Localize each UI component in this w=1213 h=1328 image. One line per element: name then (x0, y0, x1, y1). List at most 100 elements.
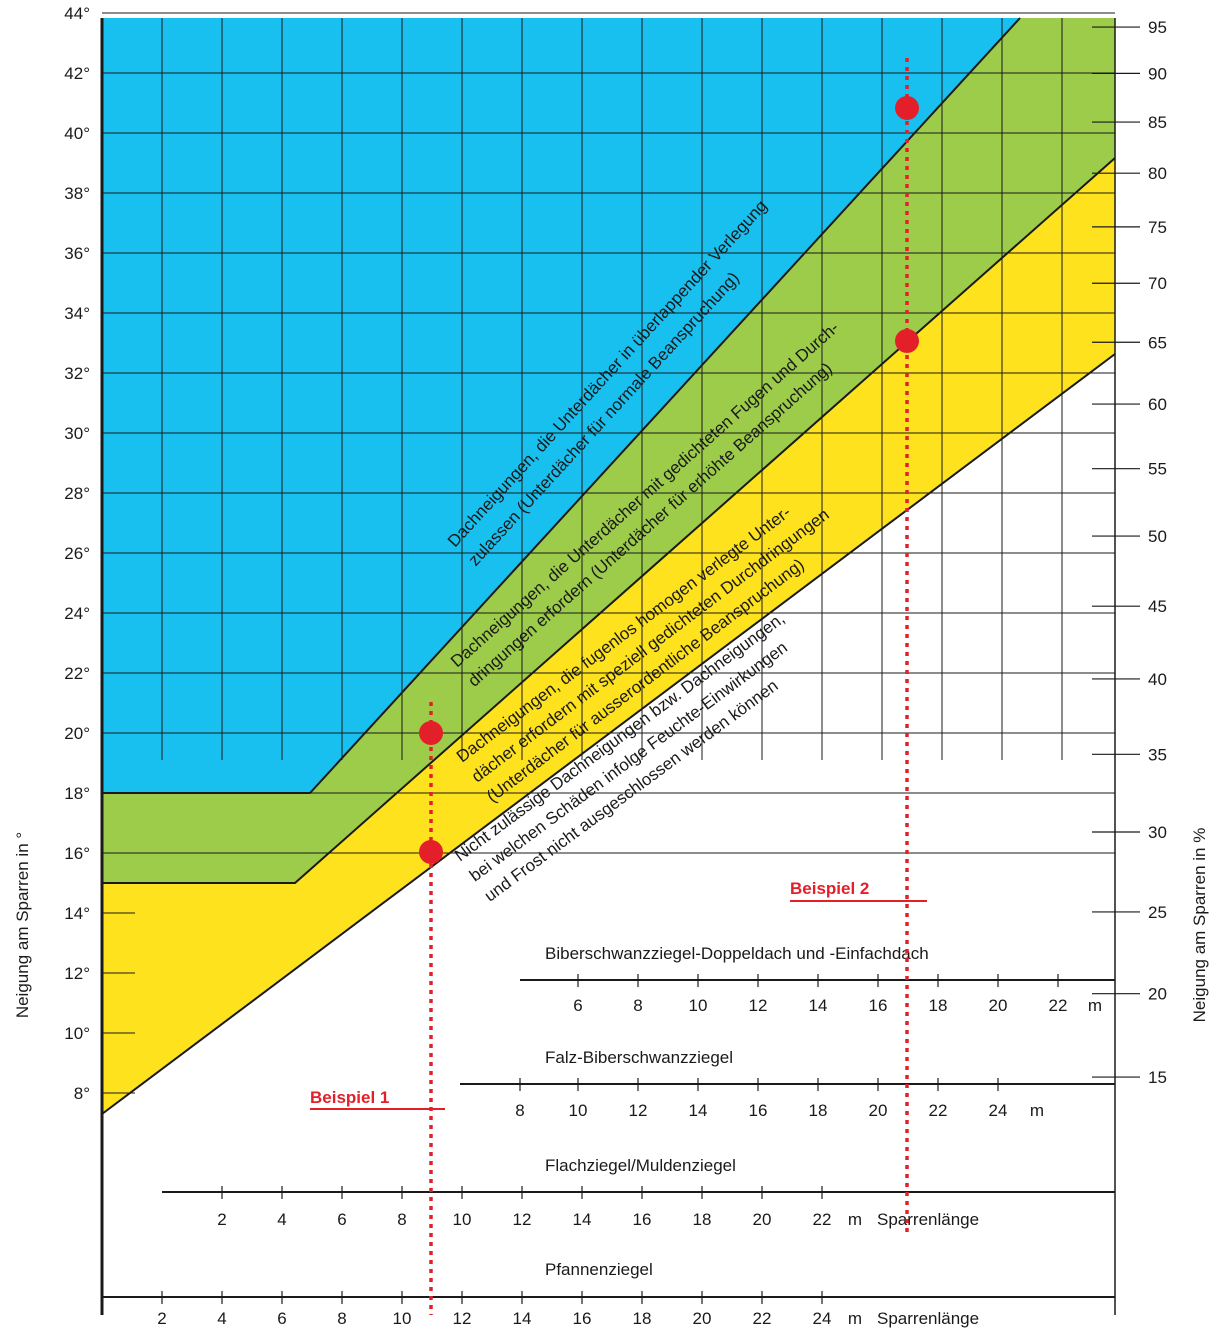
boundary-extraordinary (101, 353, 1116, 1115)
boundary-normal (102, 17, 1021, 794)
y-right-tick-label: 45 (1148, 597, 1167, 616)
boundary-elevated (102, 157, 1116, 884)
scale-axis-label: Sparrenlänge (877, 1309, 979, 1328)
scale-tick-label: 10 (393, 1309, 412, 1328)
axes: 8° 10° 12° 14° 16° 18° 20° 22° 24° 26° 28° 30° 32° 34… (13, 4, 1209, 1315)
scale-tick-label: 18 (929, 996, 948, 1015)
scale-tick-label: 10 (569, 1101, 588, 1120)
rafter-length-scales: Biberschwanzziegel-Doppeldach und -Einfa… (102, 944, 1115, 1328)
scale-tick-label: 6 (573, 996, 582, 1015)
scale-tick-label: 20 (989, 996, 1008, 1015)
y-right-tick-label: 70 (1148, 274, 1167, 293)
y-right-tick-label: 40 (1148, 670, 1167, 689)
y-right-tick-label: 65 (1148, 333, 1167, 352)
scale-tick-label: 16 (869, 996, 888, 1015)
scale-tick-label: 6 (337, 1210, 346, 1229)
y-left-tick-label: 36° (64, 244, 90, 263)
scale-tick-label: 22 (813, 1210, 832, 1229)
scale-tick-label: 6 (277, 1309, 286, 1328)
scale-tick-label: 22 (1049, 996, 1068, 1015)
example-point (895, 329, 919, 353)
y-left-tick-label: 8° (74, 1084, 90, 1103)
y-left-tick-label: 42° (64, 64, 90, 83)
y-right-tick-label: 50 (1148, 527, 1167, 546)
scale-tick-label: 20 (869, 1101, 888, 1120)
y-right-tick-label: 85 (1148, 113, 1167, 132)
scale-tick-label: 4 (217, 1309, 226, 1328)
scale-tick-label: 22 (929, 1101, 948, 1120)
scale-tick-label: 14 (809, 996, 828, 1015)
examples: Beispiel 1 Beispiel 2 (310, 58, 927, 1315)
y-right-tick-label: 20 (1148, 985, 1167, 1004)
scale-tick-label: 14 (513, 1309, 532, 1328)
y-left-tick-label: 24° (64, 604, 90, 623)
scale-tick-label: 14 (573, 1210, 592, 1229)
scale-tick-label: 12 (513, 1210, 532, 1229)
scale-tick-label: 20 (693, 1309, 712, 1328)
y-left-tick-label: 30° (64, 424, 90, 443)
scale-unit: m (1088, 996, 1102, 1015)
grid-lines (102, 12, 1115, 1094)
y-left-tick-label: 22° (64, 664, 90, 683)
scale-tick-label: 8 (397, 1210, 406, 1229)
y-left-tick-label: 12° (64, 964, 90, 983)
y-left-tick-label: 20° (64, 724, 90, 743)
scale-unit: m (1030, 1101, 1044, 1120)
scale-tick-label: 16 (573, 1309, 592, 1328)
y-left-tick-label: 10° (64, 1024, 90, 1043)
example-label: Beispiel 2 (790, 879, 869, 898)
scale-tick-label: 24 (989, 1101, 1008, 1120)
y-left-tick-label: 26° (64, 544, 90, 563)
y-left-tick-label: 34° (64, 304, 90, 323)
y-left-tick-label: 32° (64, 364, 90, 383)
y-right-tick-label: 90 (1148, 64, 1167, 83)
scale-tick-label: 4 (277, 1210, 286, 1229)
scale-unit: m (848, 1309, 862, 1328)
scale-tick-label: 16 (749, 1101, 768, 1120)
y-right-tick-label: 80 (1148, 164, 1167, 183)
scale-tick-label: 2 (157, 1309, 166, 1328)
band-area-elevated (102, 18, 1115, 883)
scale-tick-label: 8 (633, 996, 642, 1015)
scale-title: Falz-Biberschwanzziegel (545, 1048, 733, 1067)
band-area-extraordinary (102, 158, 1115, 1114)
example-label: Beispiel 1 (310, 1088, 389, 1107)
example-point (419, 721, 443, 745)
band-areas (102, 18, 1115, 1114)
example-point (895, 96, 919, 120)
y-right-tick-label: 35 (1148, 745, 1167, 764)
y-right-tick-label: 55 (1148, 460, 1167, 479)
scale-tick-label: 14 (689, 1101, 708, 1120)
y-right-tick-label: 60 (1148, 395, 1167, 414)
y-right-tick-label: 25 (1148, 903, 1167, 922)
y-left-tick-label: 28° (64, 484, 90, 503)
scale-tick-label: 16 (633, 1210, 652, 1229)
scale-tick-label: 12 (629, 1101, 648, 1120)
y-right-tick-label: 95 (1148, 18, 1167, 37)
y-right-tick-label: 75 (1148, 218, 1167, 237)
scale-unit: m (848, 1210, 862, 1229)
scale-tick-label: 10 (453, 1210, 472, 1229)
scale-tick-label: 18 (809, 1101, 828, 1120)
y-left-axis-title: Neigung am Sparren in ° (13, 832, 32, 1018)
y-left-tick-label: 18° (64, 784, 90, 803)
scale-axis-label: Sparrenlänge (877, 1210, 979, 1229)
y-right-axis-title: Neigung am Sparren in % (1190, 828, 1209, 1023)
scale-tick-label: 18 (693, 1210, 712, 1229)
scale-title: Pfannenziegel (545, 1260, 653, 1279)
scale-title: Biberschwanzziegel-Doppeldach und -Einfa… (545, 944, 929, 963)
scale-tick-label: 8 (515, 1101, 524, 1120)
y-right-tick-label: 15 (1148, 1068, 1167, 1087)
scale-tick-label: 12 (453, 1309, 472, 1328)
band-area-normal (102, 18, 1115, 793)
y-left-tick-label: 16° (64, 844, 90, 863)
y-left-tick-label: 14° (64, 904, 90, 923)
example-point (419, 840, 443, 864)
scale-tick-label: 18 (633, 1309, 652, 1328)
y-right-tick-label: 30 (1148, 823, 1167, 842)
scale-tick-label: 10 (689, 996, 708, 1015)
scale-tick-label: 2 (217, 1210, 226, 1229)
band-boundaries (101, 17, 1116, 1115)
scale-tick-label: 12 (749, 996, 768, 1015)
